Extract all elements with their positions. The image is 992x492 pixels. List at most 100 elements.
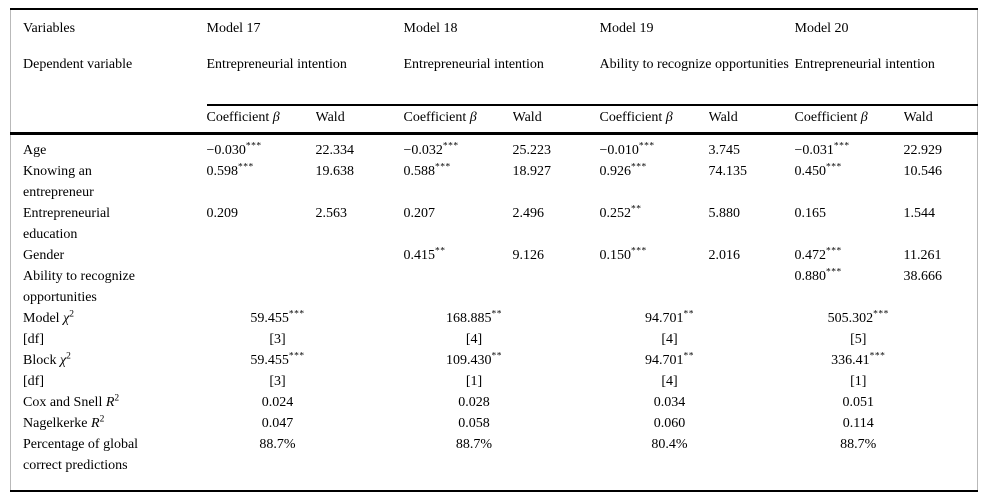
- wald-cell: 3.745: [708, 143, 741, 158]
- dependent-variable-row: Dependent variable Entrepreneurial inten…: [11, 54, 978, 105]
- significance-stars: ***: [245, 141, 262, 152]
- dependent-text: Entrepreneurial intention: [403, 57, 544, 72]
- coefficient-header: Coefficient β: [794, 104, 904, 135]
- stat-cell: 80.4%: [600, 434, 795, 491]
- coef-cell: [600, 266, 709, 308]
- coefficient-header: Coefficient β: [206, 104, 316, 135]
- wald-cell: 9.126: [512, 248, 545, 263]
- wald-header: Wald: [512, 104, 600, 135]
- significance-stars: ***: [826, 267, 842, 278]
- stat-label-text: Model: [23, 311, 64, 326]
- coef-cell: 0.926***: [600, 161, 709, 203]
- row-label-text: Ability to recognize opportunities: [23, 269, 135, 305]
- row-label-text: Age: [23, 143, 47, 158]
- table-row-cox-snell-r2: Cox and Snell R2 0.024 0.028 0.034 0.051: [11, 392, 978, 413]
- coef-cell: 0.207: [404, 203, 513, 245]
- dependent-model-17: Entrepreneurial intention: [207, 54, 404, 105]
- significance-stars: ***: [833, 141, 850, 152]
- stat-cell: [3]: [207, 329, 404, 350]
- wald-cell: 5.880: [708, 206, 741, 221]
- wald-cell: [709, 266, 795, 308]
- significance-stars: **: [491, 351, 502, 362]
- table-row-block-df: [df] [3] [1] [4] [1]: [11, 371, 978, 392]
- coef-cell: 0.598***: [207, 161, 316, 203]
- stat-cell: 94.701**: [600, 308, 795, 329]
- dependent-text: Ability to recognize opportunities: [599, 57, 789, 72]
- stat-value: 109.430: [446, 353, 492, 368]
- stat-cell: 505.302***: [795, 308, 978, 329]
- wald-header: Wald: [315, 104, 404, 135]
- wald-cell: 10.546: [903, 164, 943, 179]
- stat-cell: 94.701**: [600, 350, 795, 371]
- stat-exponent: 2: [66, 351, 72, 362]
- stat-symbol: R: [105, 395, 115, 410]
- stat-label-text: Nagelkerke: [23, 416, 92, 431]
- wald-cell: 19.638: [315, 164, 355, 179]
- model-header-row: Variables Model 17 Model 18 Model 19 Mod…: [11, 9, 978, 54]
- dependent-model-19: Ability to recognize opportunities: [600, 54, 795, 105]
- coef-cell: 0.880***: [795, 266, 904, 308]
- stat-cell: 0.060: [600, 413, 795, 434]
- coef-value: −0.010: [599, 143, 639, 158]
- wald-cell: 74.135: [708, 164, 748, 179]
- coef-cell: 0.209: [207, 203, 316, 245]
- stat-value: 168.885: [446, 311, 492, 326]
- wald-cell: 11.261: [903, 248, 942, 263]
- dependent-model-20: Entrepreneurial intention: [795, 54, 978, 105]
- significance-stars: ***: [638, 141, 655, 152]
- wald-cell: 2.016: [708, 248, 741, 263]
- stat-cell: 59.455***: [207, 350, 404, 371]
- stat-label-text: Percentage of global correct predictions: [23, 437, 139, 473]
- stat-cell: 336.41***: [795, 350, 978, 371]
- significance-stars: ***: [288, 351, 305, 362]
- coef-value: −0.031: [794, 143, 834, 158]
- stat-value: 94.701: [645, 311, 684, 326]
- stat-value: 0.034: [653, 395, 686, 410]
- coef-cell: 0.415**: [404, 245, 513, 266]
- stat-label: Cox and Snell R2: [11, 392, 207, 413]
- stat-label-text: [df]: [23, 374, 44, 389]
- beta-symbol: β: [469, 110, 477, 125]
- stat-value: 336.41: [831, 353, 870, 368]
- stat-label-text: [df]: [23, 332, 44, 347]
- stat-cell: [5]: [795, 329, 978, 350]
- coef-value: 0.598: [206, 164, 239, 179]
- table-row-entrepreneurial-education: Entrepreneurial education 0.209 2.563 0.…: [11, 203, 978, 245]
- wald-cell: 22.334: [315, 143, 355, 158]
- stat-value: 0.024: [261, 395, 294, 410]
- coefficient-header: Coefficient β: [403, 104, 513, 135]
- stat-value: 88.7%: [455, 437, 493, 452]
- significance-stars: ***: [631, 246, 647, 257]
- empty-corner-cell: [10, 105, 207, 135]
- stat-label-text: Block: [23, 353, 60, 368]
- stat-cell: [1]: [795, 371, 978, 392]
- significance-stars: **: [631, 204, 642, 215]
- stat-cell: 0.058: [404, 413, 600, 434]
- significance-stars: **: [683, 309, 694, 320]
- stat-cell: [4]: [404, 329, 600, 350]
- row-label: Gender: [11, 245, 207, 266]
- significance-stars: ***: [288, 309, 305, 320]
- wald-cell: 2.563: [315, 206, 348, 221]
- coefficient-label: Coefficient: [794, 110, 861, 125]
- stat-cell: [1]: [404, 371, 600, 392]
- significance-stars: ***: [442, 141, 459, 152]
- coef-cell: 0.150***: [600, 245, 709, 266]
- stat-symbol: χ: [59, 353, 67, 368]
- stat-value: 0.051: [842, 395, 875, 410]
- dependent-text: Entrepreneurial intention: [794, 57, 935, 72]
- stat-value: 0.047: [261, 416, 294, 431]
- stat-value: [1]: [850, 374, 867, 389]
- stat-value: 88.7%: [840, 437, 877, 452]
- dependent-variable-label: Dependent variable: [23, 57, 133, 72]
- stat-value: [4]: [465, 332, 483, 347]
- stat-value: 505.302: [827, 311, 874, 326]
- stat-cell: 0.051: [795, 392, 978, 413]
- wald-cell: 38.666: [903, 269, 943, 284]
- coef-value: 0.880: [794, 269, 827, 284]
- stat-value: 88.7%: [259, 437, 296, 452]
- coef-value: 0.926: [599, 164, 632, 179]
- stat-value: [3]: [269, 332, 286, 347]
- stat-symbol: χ: [63, 311, 70, 326]
